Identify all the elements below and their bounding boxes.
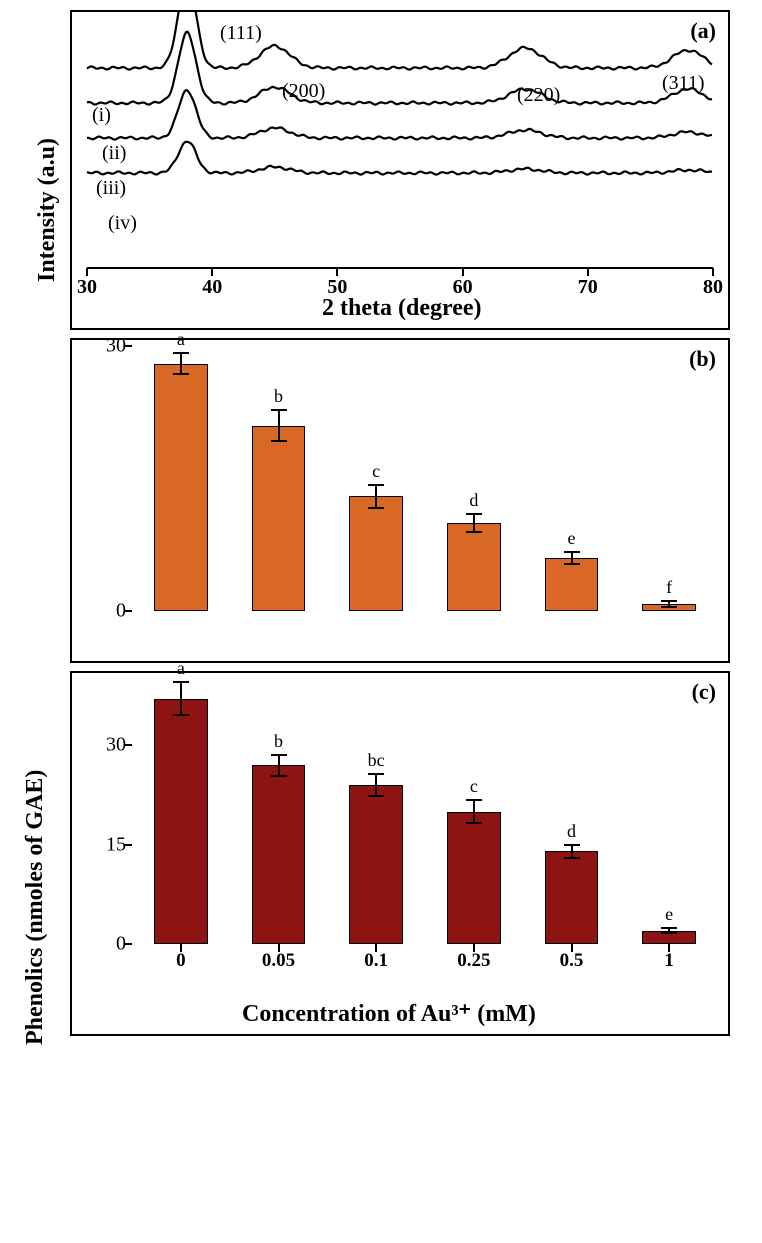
panelB-sig-letter: c [372, 461, 380, 482]
series-label-i: (i) [92, 104, 111, 127]
panelB-errorcap [661, 600, 677, 602]
shared-xtick-mark [375, 944, 377, 952]
xrd-x-axis-label: 2 theta (degree) [322, 295, 482, 322]
panelB-errorcap [466, 513, 482, 515]
panelB-errorcap [466, 531, 482, 533]
peak-label-111: (111) [220, 22, 262, 45]
xrd-xtick-label: 40 [202, 276, 222, 299]
panelC-errorcap [466, 822, 482, 824]
xrd-xtick-mark [462, 268, 464, 276]
xrd-xtick-mark [587, 268, 589, 276]
shared-xtick-mark [180, 944, 182, 952]
panelC-ytick-mark [124, 844, 132, 846]
panelB-errorcap [368, 484, 384, 486]
shared-xtick-mark [473, 944, 475, 952]
panelB-sig-letter: e [568, 528, 576, 549]
panelC-errorcap [661, 927, 677, 929]
panelC-ytick-mark [124, 744, 132, 746]
panelB-sig-letter: d [469, 490, 478, 511]
xrd-xtick-label: 30 [77, 276, 97, 299]
xrd-xtick-label: 70 [578, 276, 598, 299]
xrd-xtick-mark [336, 268, 338, 276]
panelC-sig-letter: d [567, 821, 576, 842]
panelC-errorcap [466, 799, 482, 801]
panelB-ytick-mark [124, 610, 132, 612]
panelB-errorbar [180, 353, 182, 374]
panelC-bar [252, 765, 306, 944]
panelC-errorcap [661, 932, 677, 934]
panelB-errorcap [661, 606, 677, 608]
panelB-errorbar [375, 485, 377, 508]
shared-xtick-mark [571, 944, 573, 952]
panelC-ytick-mark [124, 943, 132, 945]
peak-label-200: (200) [282, 80, 325, 103]
panelB-bar [252, 426, 306, 612]
xrd-trace-iv [87, 142, 712, 175]
xrd-xtick-mark [211, 268, 213, 276]
panelB-bar [545, 558, 599, 611]
peak-label-220: (220) [517, 84, 560, 107]
panelB-bar [349, 496, 403, 611]
xrd-xtick-mark [86, 268, 88, 276]
panelB-errorcap [564, 551, 580, 553]
panelC-errorbar [375, 774, 377, 795]
panelC-sig-letter: c [470, 776, 478, 797]
series-label-ii: (ii) [102, 142, 126, 165]
panel-b-plot: 030abcdef [132, 346, 718, 611]
panelB-errorcap [368, 507, 384, 509]
panelC-errorcap [173, 714, 189, 716]
panelC-errorcap [271, 754, 287, 756]
panelB-bar [447, 523, 501, 611]
figure-container: Phenolics (nmoles of GAE) (a) (111) (200… [30, 10, 730, 1044]
panelC-sig-letter: b [274, 731, 283, 752]
xrd-trace-i [87, 12, 712, 70]
panelB-errorcap [271, 440, 287, 442]
panelB-ytick-mark [124, 345, 132, 347]
panelB-sig-letter: a [177, 329, 185, 350]
xrd-xtick-mark [712, 268, 714, 276]
shared-y-axis-label: Phenolics (nmoles of GAE) [22, 770, 49, 1045]
panelB-sig-letter: b [274, 386, 283, 407]
panelB-errorbar [278, 410, 280, 442]
series-label-iii: (iii) [96, 177, 126, 200]
xrd-y-axis-label: Intensity (a.u) [34, 138, 61, 282]
shared-xtick-mark [668, 944, 670, 952]
panel-b-bar: (b) 030abcdef [70, 338, 730, 663]
panelC-errorcap [564, 844, 580, 846]
panelC-errorbar [278, 755, 280, 776]
series-label-iv: (iv) [108, 212, 137, 235]
panelC-errorcap [368, 773, 384, 775]
shared-x-axis-label: Concentration of Au³⁺ (mM) [242, 999, 536, 1028]
panelC-bar [154, 699, 208, 944]
panelC-sig-letter: bc [368, 750, 385, 771]
panelC-errorcap [271, 775, 287, 777]
panelC-errorcap [173, 681, 189, 683]
peak-label-311: (311) [662, 72, 705, 95]
panelB-sig-letter: f [666, 577, 672, 598]
panelC-errorcap [564, 857, 580, 859]
xrd-xtick-label: 80 [703, 276, 723, 299]
panelB-bar [154, 364, 208, 611]
panel-c-bar: (c) 01530a0b0.05bc0.1c0.25d0.5e1 Concent… [70, 671, 730, 1036]
panelC-bar [545, 851, 599, 944]
panelB-errorcap [173, 373, 189, 375]
panelB-errorcap [173, 352, 189, 354]
panelB-errorcap [271, 409, 287, 411]
panelC-errorbar [473, 800, 475, 824]
panelB-errorcap [564, 563, 580, 565]
panel-a-xrd: (a) (111) (200) (220) (311) (i) (ii) (ii… [70, 10, 730, 330]
xrd-trace-iii [87, 90, 712, 140]
shared-xtick-mark [278, 944, 280, 952]
panelC-sig-letter: a [177, 658, 185, 679]
xrd-plot [72, 12, 728, 328]
panelB-errorbar [473, 514, 475, 532]
panel-c-plot: 01530a0b0.05bc0.1c0.25d0.5e1 [132, 679, 718, 944]
panelC-sig-letter: e [665, 904, 673, 925]
panelC-bar [447, 812, 501, 945]
panelC-errorbar [180, 682, 182, 715]
panelC-errorbar [571, 845, 573, 858]
panelC-bar [349, 785, 403, 944]
panelC-errorcap [368, 795, 384, 797]
